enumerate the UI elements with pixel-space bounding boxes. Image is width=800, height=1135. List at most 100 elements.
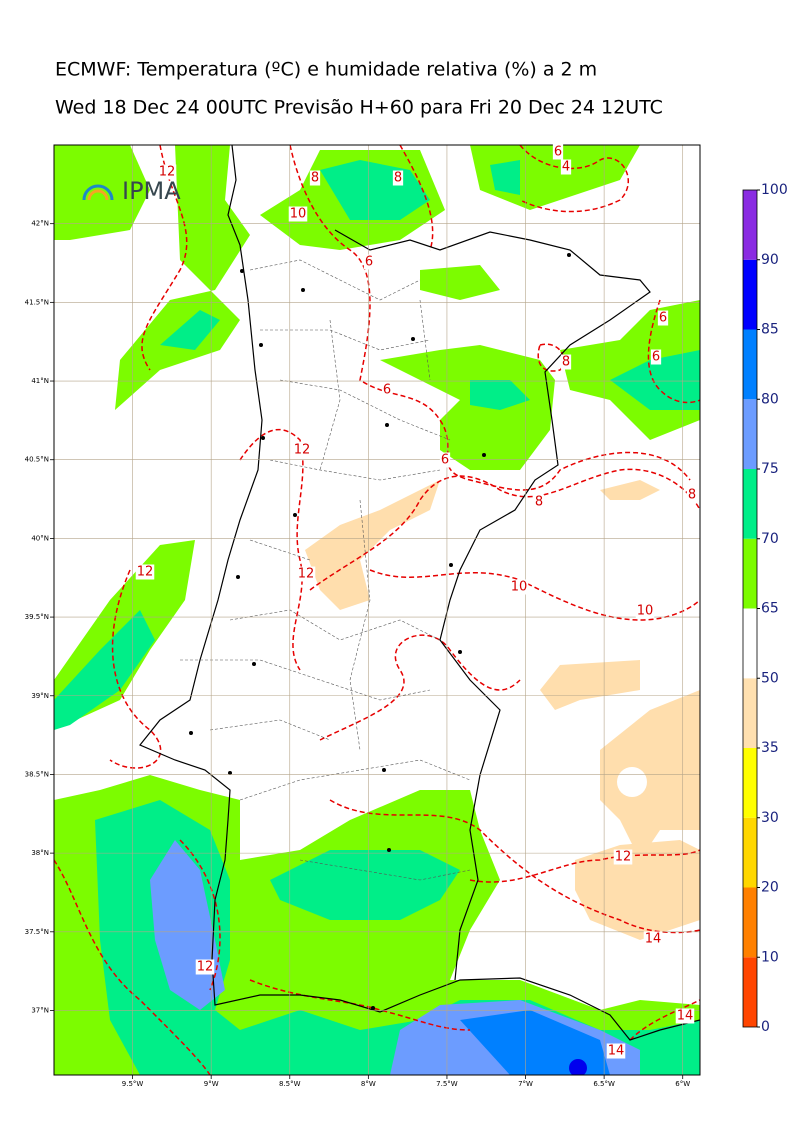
x-tick-label: 6°W	[675, 1080, 690, 1088]
field	[305, 480, 440, 610]
contour-label-bg	[613, 849, 633, 865]
contour-label: 12	[294, 443, 311, 458]
contour	[319, 634, 521, 741]
contour-label-bg	[560, 354, 572, 370]
contour-label-bg	[533, 494, 545, 510]
contour-label: 6	[383, 383, 391, 398]
contour-label: 6	[441, 453, 449, 468]
contour-label: 12	[197, 960, 214, 975]
y-tick-label: 39.5°N	[25, 613, 49, 621]
contour-label-bg	[363, 254, 375, 270]
contour-label-bg	[288, 206, 308, 222]
colorbar-segment	[743, 329, 757, 400]
contour	[289, 145, 691, 491]
field	[420, 265, 500, 300]
contour-label: 12	[137, 565, 154, 580]
contour	[647, 299, 700, 404]
x-tick-label: 7.5°W	[436, 1080, 458, 1088]
contour-label: 10	[637, 604, 654, 619]
colorbar-segment	[743, 259, 757, 330]
map-field	[54, 145, 700, 1075]
colorbar-label: 30	[761, 810, 779, 826]
contour-label-bg	[135, 564, 155, 580]
contour	[469, 849, 700, 883]
y-tick-label: 37°N	[31, 1006, 49, 1014]
logo: IPMA	[82, 177, 181, 205]
colorbar-label: 85	[761, 322, 779, 338]
y-tick-label: 40.5°N	[25, 456, 49, 464]
colorbar-label: 70	[761, 531, 779, 547]
colorbar-label: 10	[761, 949, 779, 965]
x-tick-label: 7°W	[518, 1080, 533, 1088]
title: ECMWF: Temperatura (ºC) e humidade relat…	[55, 59, 597, 81]
contour	[141, 145, 188, 371]
contour-labels: 12 8 8 10 6 4 6 6 6 8 6 12 6 8 8 12 12 1…	[135, 144, 698, 1059]
contour-label: 12	[298, 567, 315, 582]
contour-label-bg	[675, 1008, 695, 1024]
contour-label: 8	[535, 495, 543, 510]
y-tick-label: 42°N	[31, 220, 49, 228]
contour-label: 14	[677, 1009, 694, 1024]
contour	[329, 799, 700, 934]
contour-label: 12	[615, 850, 632, 865]
contour-label: 8	[311, 171, 319, 186]
y-tick-label: 40°N	[31, 534, 49, 542]
contour	[109, 569, 162, 769]
contour	[54, 859, 211, 1075]
field	[610, 350, 700, 410]
contour-label-bg	[560, 159, 572, 175]
contour-label: 10	[290, 207, 307, 222]
map-frame	[53, 144, 701, 1076]
cities	[189, 253, 571, 1010]
contour	[179, 839, 221, 991]
contour	[369, 569, 700, 621]
district-border	[180, 259, 471, 881]
contour-label-bg	[392, 170, 404, 186]
contour	[239, 429, 304, 671]
colorbar-label: 90	[761, 252, 779, 268]
contour-label-bg	[439, 452, 451, 468]
contour-label: 6	[365, 255, 373, 270]
y-tick-label: 41.5°N	[25, 298, 49, 306]
contour-label-bg	[157, 164, 177, 180]
colorbar-segment	[743, 469, 757, 539]
contour-label-bg	[643, 931, 663, 947]
field	[569, 1059, 587, 1075]
contour-label-bg	[381, 382, 393, 398]
colorbar-label: 0	[761, 1019, 770, 1035]
contour-label-bg	[650, 349, 662, 365]
contour-label: 14	[608, 1044, 625, 1059]
colorbar-segment	[743, 678, 757, 748]
contour	[249, 979, 471, 1031]
y-tick-label: 38°N	[31, 849, 49, 857]
colorbar-segment	[743, 190, 757, 260]
x-tick-label: 9.5°W	[122, 1080, 144, 1088]
colorbar: 0 10 20 30 35 50 65 70 75 80 85 90 100	[742, 182, 788, 1035]
contour-label-bg	[292, 442, 312, 458]
colorbar-label: 100	[761, 182, 788, 198]
field	[617, 767, 647, 797]
field	[470, 380, 530, 410]
x-tick-label: 6.5°W	[593, 1080, 615, 1088]
contour-label: 8	[394, 171, 402, 186]
coastline	[139, 145, 700, 1041]
contour-label: 6	[554, 145, 562, 160]
contour-label-bg	[686, 487, 698, 503]
contour-label: 12	[159, 165, 176, 180]
contour-label-bg	[296, 566, 316, 582]
subtitle: Wed 18 Dec 24 00UTC Previsão H+60 para F…	[55, 97, 663, 119]
contour	[537, 343, 565, 372]
contour-label-bg	[509, 579, 529, 595]
colorbar-segment	[743, 608, 757, 679]
colorbar-label: 75	[761, 461, 779, 477]
y-tick-label: 38.5°N	[25, 770, 49, 778]
colorbar-segment	[743, 887, 757, 958]
field	[380, 345, 555, 470]
colorbar-label: 65	[761, 601, 779, 617]
contour	[629, 999, 700, 1041]
field	[540, 660, 640, 710]
colorbar-label: 80	[761, 391, 779, 407]
colorbar-label: 35	[761, 740, 779, 756]
contour-label-bg	[657, 310, 669, 326]
